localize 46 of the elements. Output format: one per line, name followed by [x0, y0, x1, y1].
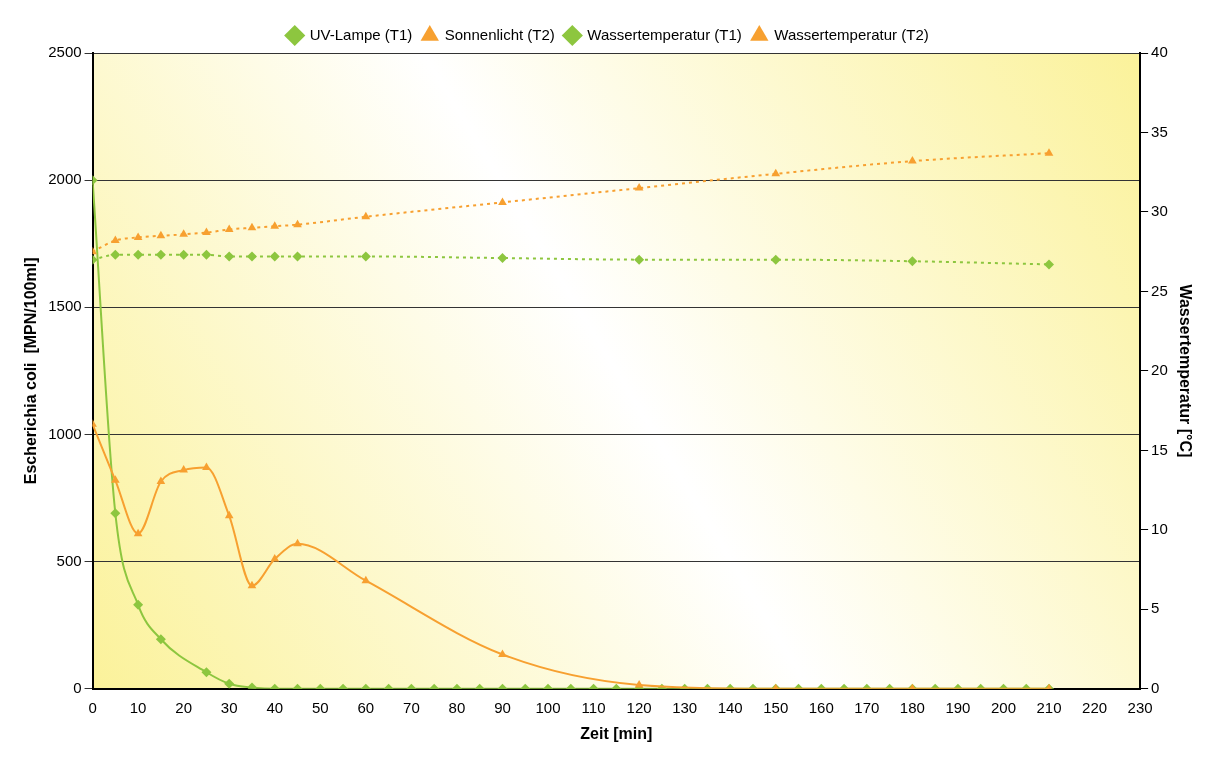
x-tick-label: 60	[357, 698, 375, 716]
x-tick-label: 80	[448, 698, 466, 716]
x-tick-label: 230	[1127, 698, 1153, 716]
x-tick-label: 40	[266, 698, 284, 716]
x-tick-label: 160	[808, 698, 834, 716]
y2-tick-label: 20	[1151, 361, 1168, 379]
x-tick-label: 110	[581, 698, 606, 716]
y2-tick-label: 30	[1151, 202, 1168, 220]
y-tick-label: 1500	[48, 297, 82, 315]
x-tick-label: 130	[672, 698, 698, 716]
y-tick-label: 0	[73, 678, 82, 696]
y2-tick-label: 35	[1151, 122, 1168, 140]
x-tick-label: 70	[403, 698, 420, 716]
x-tick-label: 0	[88, 698, 97, 716]
x-tick-label: 170	[854, 698, 880, 716]
legend-label: Wassertemperatur (T1)	[587, 25, 742, 43]
y2-tick-label: 0	[1151, 678, 1160, 696]
x-tick-label: 180	[899, 698, 925, 716]
x-tick-label: 190	[945, 698, 971, 716]
x-tick-label: 140	[717, 698, 743, 716]
x-tick-label: 120	[626, 698, 652, 716]
x-tick-label: 100	[535, 698, 561, 716]
x-tick-label: 210	[1036, 698, 1062, 716]
y2-tick-label: 40	[1151, 43, 1168, 61]
x-tick-label: 30	[220, 698, 238, 716]
x-tick-label: 50	[311, 698, 329, 716]
y-tick-label: 500	[56, 551, 82, 569]
x-tick-label: 90	[494, 698, 511, 716]
x-tick-label: 220	[1082, 698, 1108, 716]
y2-axis-title: Wassertemperatur [°C]	[1176, 284, 1194, 458]
legend-label: Wassertemperatur (T2)	[774, 25, 929, 43]
y-tick-label: 1000	[48, 424, 82, 442]
y2-tick-label: 5	[1151, 599, 1160, 617]
y2-tick-label: 10	[1151, 519, 1168, 537]
x-tick-label: 10	[129, 698, 147, 716]
y2-tick-label: 15	[1151, 440, 1168, 458]
x-tick-label: 20	[175, 698, 192, 716]
x-tick-label: 150	[763, 698, 789, 716]
legend-label: UV-Lampe (T1)	[309, 25, 413, 43]
x-axis-title: Zeit [min]	[580, 724, 653, 742]
y-axis-title: Escherichia coli [MPN/100ml]	[22, 257, 40, 485]
y2-tick-label: 25	[1151, 281, 1168, 299]
y-tick-label: 2500	[48, 43, 82, 61]
x-tick-label: 200	[990, 698, 1016, 716]
legend-label: Sonnenlicht (T2)	[444, 25, 555, 43]
y-tick-label: 2000	[48, 170, 82, 188]
